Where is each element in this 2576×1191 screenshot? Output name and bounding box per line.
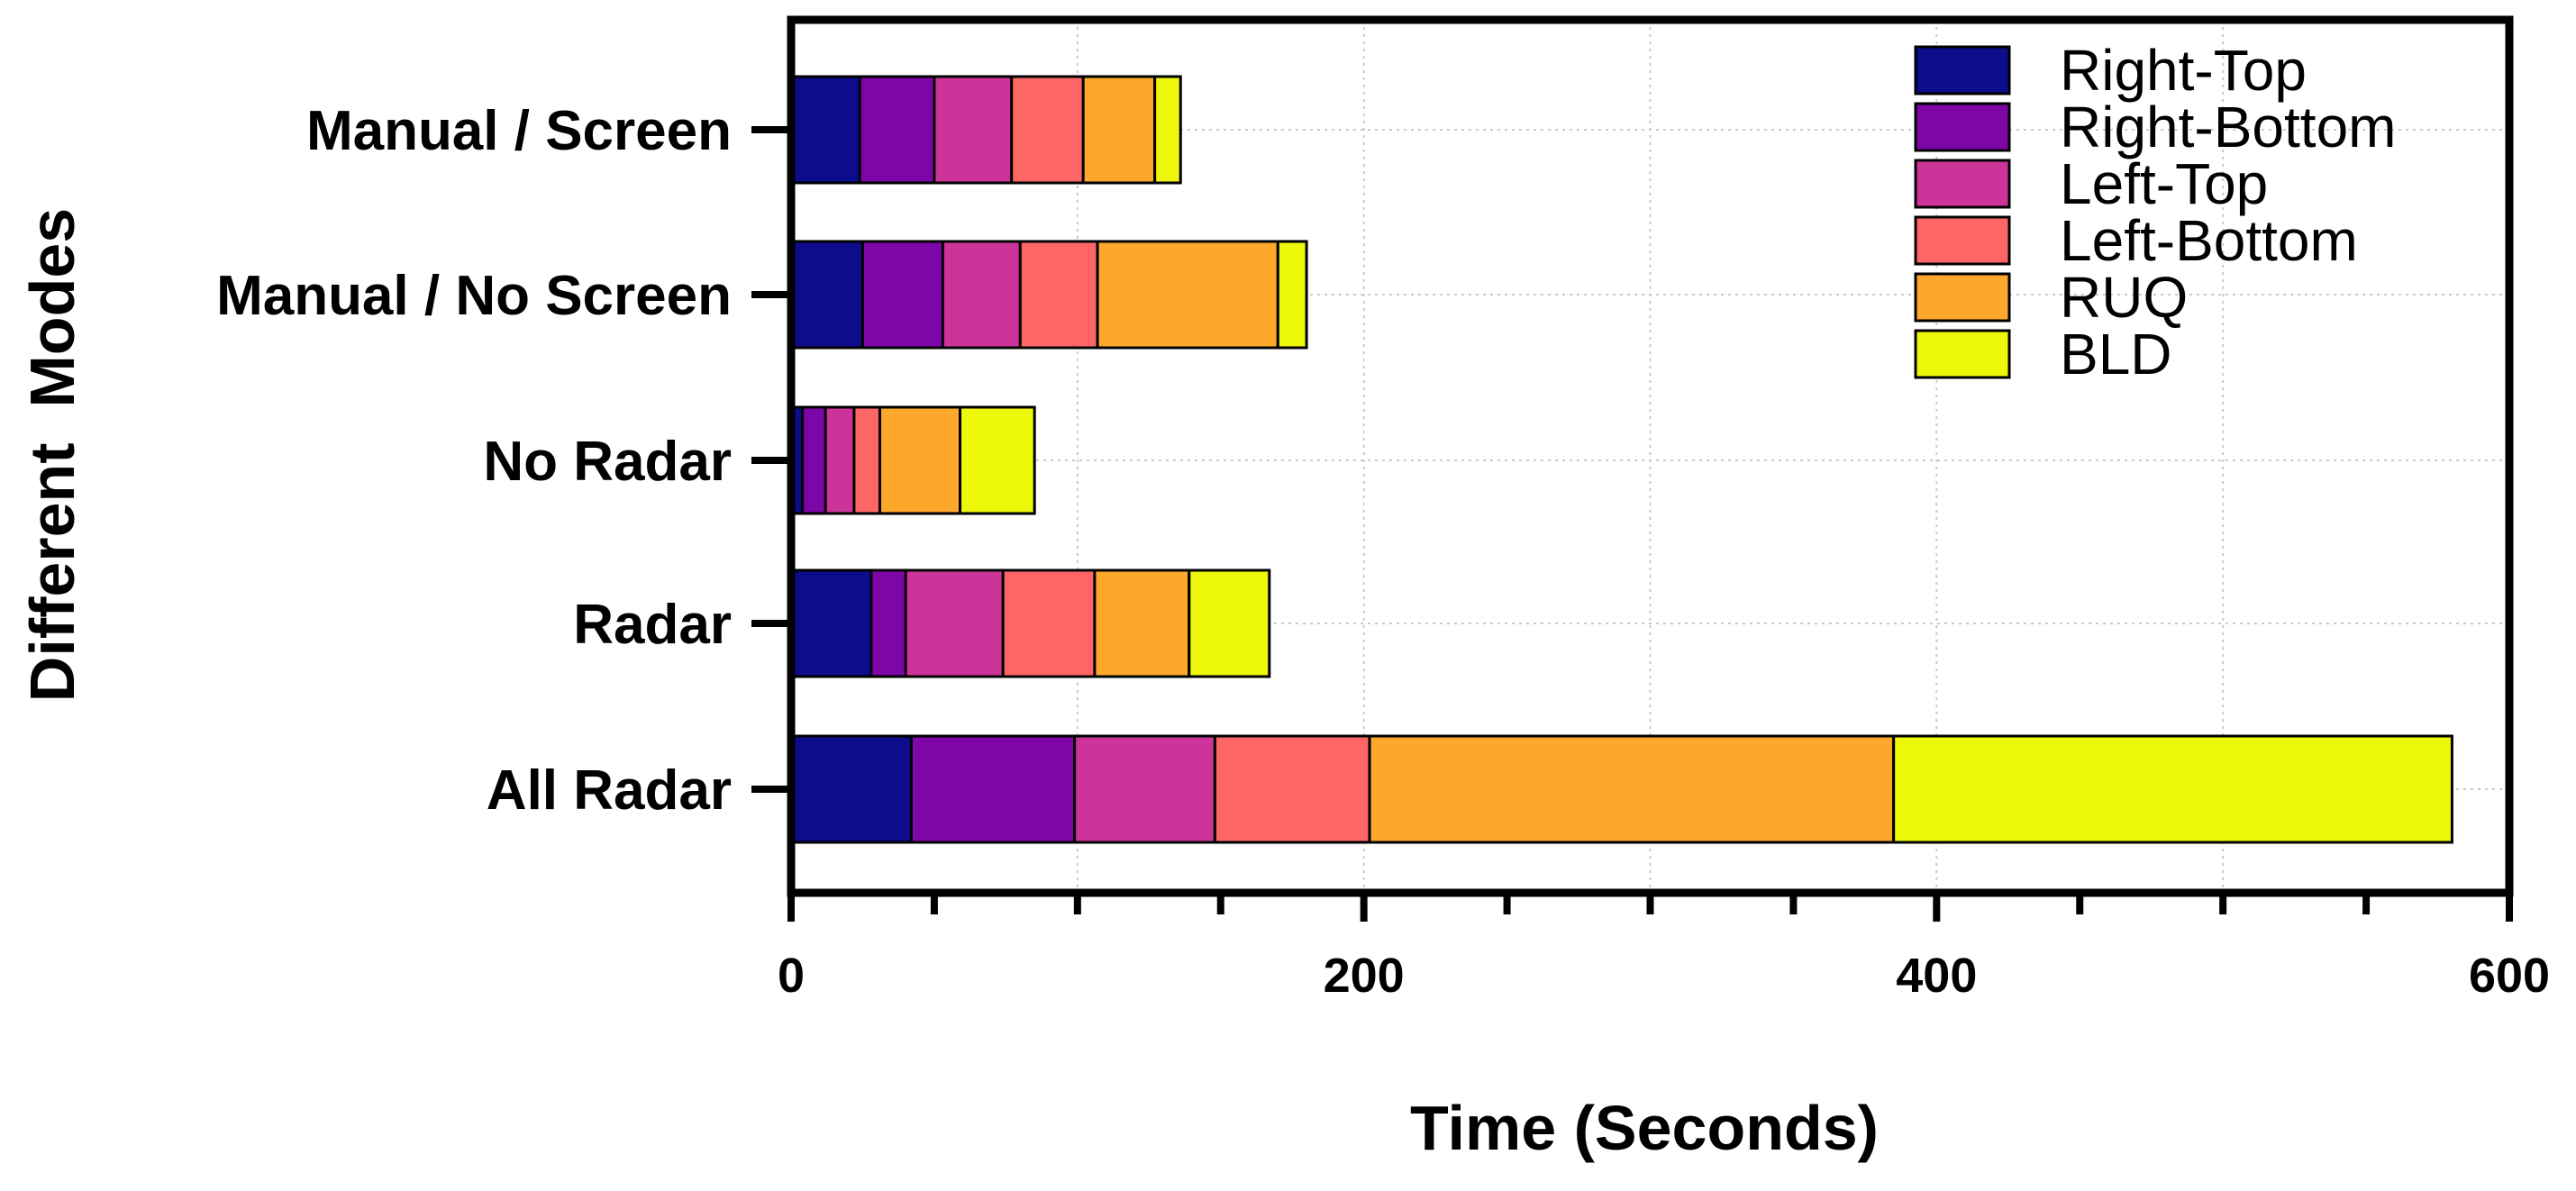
- bar-segment: [1892, 734, 2453, 844]
- bar-segment: [1368, 734, 1896, 844]
- bar-segment: [1096, 240, 1279, 350]
- legend-swatch: [1914, 159, 2011, 209]
- bar-segment: [933, 75, 1014, 185]
- x-tick-label: 0: [778, 949, 805, 1003]
- y-tick-label: Manual / No Screen: [216, 265, 732, 327]
- bar-segment: [801, 405, 827, 515]
- legend-label: Right-Top: [2060, 38, 2307, 103]
- bar-segment: [1018, 240, 1099, 350]
- legend: Right-TopRight-BottomLeft-TopLeft-Bottom…: [1914, 38, 2396, 386]
- y-tick-label: Manual / Screen: [306, 100, 732, 162]
- bar-segment: [789, 734, 913, 844]
- bar-segment: [789, 240, 864, 350]
- bar-segment: [878, 405, 962, 515]
- x-axis-title: Time (Seconds): [1410, 1093, 1879, 1163]
- bar-segment: [1081, 75, 1157, 185]
- bar-segment: [1213, 734, 1371, 844]
- bar-segment: [959, 405, 1036, 515]
- legend-label: Left-Bottom: [2060, 208, 2358, 273]
- bar-segment: [1001, 568, 1097, 678]
- bar-segment: [1153, 75, 1182, 185]
- bar-segment: [1276, 240, 1308, 350]
- bar-segment: [1010, 75, 1085, 185]
- bar-segment: [789, 568, 873, 678]
- bar-segment: [860, 240, 944, 350]
- bar-segment: [1093, 568, 1191, 678]
- legend-swatch: [1914, 102, 2011, 152]
- legend-swatch: [1914, 215, 2011, 266]
- bar-segment: [869, 568, 907, 678]
- x-tick-label: 200: [1324, 949, 1405, 1003]
- y-tick-label: Radar: [573, 594, 732, 656]
- bar-segment: [909, 734, 1077, 844]
- legend-label: BLD: [2060, 322, 2172, 386]
- bar-segment: [858, 75, 936, 185]
- legend-label: RUQ: [2060, 265, 2188, 330]
- legend-label: Right-Bottom: [2060, 95, 2396, 159]
- bar-segment: [789, 75, 861, 185]
- bar-segment: [824, 405, 856, 515]
- y-tick-label: All Radar: [487, 759, 732, 822]
- bar-segment: [941, 240, 1022, 350]
- x-tick-label: 600: [2469, 949, 2550, 1003]
- ticks: 0 200 400 600 Manual / Screen Manual / No Scr…: [216, 100, 2550, 1003]
- bar-segment: [852, 405, 882, 515]
- y-tick-label: No Radar: [483, 431, 732, 493]
- legend-swatch: [1914, 329, 2011, 379]
- bar-segment: [1073, 734, 1216, 844]
- bar-segment: [1188, 568, 1271, 678]
- x-tick-label: 400: [1896, 949, 1977, 1003]
- y-axis-title: Different Modes: [17, 208, 87, 702]
- bars: [789, 75, 2453, 844]
- bar-segment: [904, 568, 1005, 678]
- legend-swatch: [1914, 45, 2011, 95]
- legend-swatch: [1914, 272, 2011, 323]
- legend-label: Left-Top: [2060, 151, 2268, 216]
